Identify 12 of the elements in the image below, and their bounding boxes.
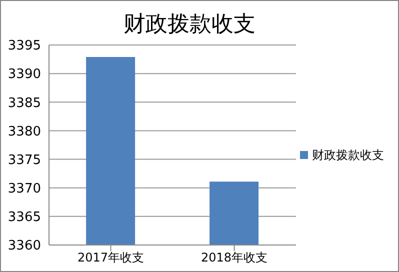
y-tick-label: 3375 (8, 152, 41, 168)
legend-label: 财政拨款收支 (312, 148, 384, 162)
y-tick-label: 3395 (8, 38, 41, 54)
y-tick-label: 3360 (8, 238, 41, 254)
chart-title: 财政拨款收支 (122, 11, 256, 39)
y-tick-label: 3365 (8, 210, 41, 226)
x-tick-label: 2017年收支 (77, 250, 144, 265)
x-tick-label: 2018年收支 (200, 250, 268, 265)
y-tick-label: 3385 (8, 96, 41, 111)
y-tick-label: 3390 (8, 67, 41, 82)
y-tick-label: 3370 (8, 181, 41, 196)
y-tick-label: 3380 (8, 124, 41, 140)
